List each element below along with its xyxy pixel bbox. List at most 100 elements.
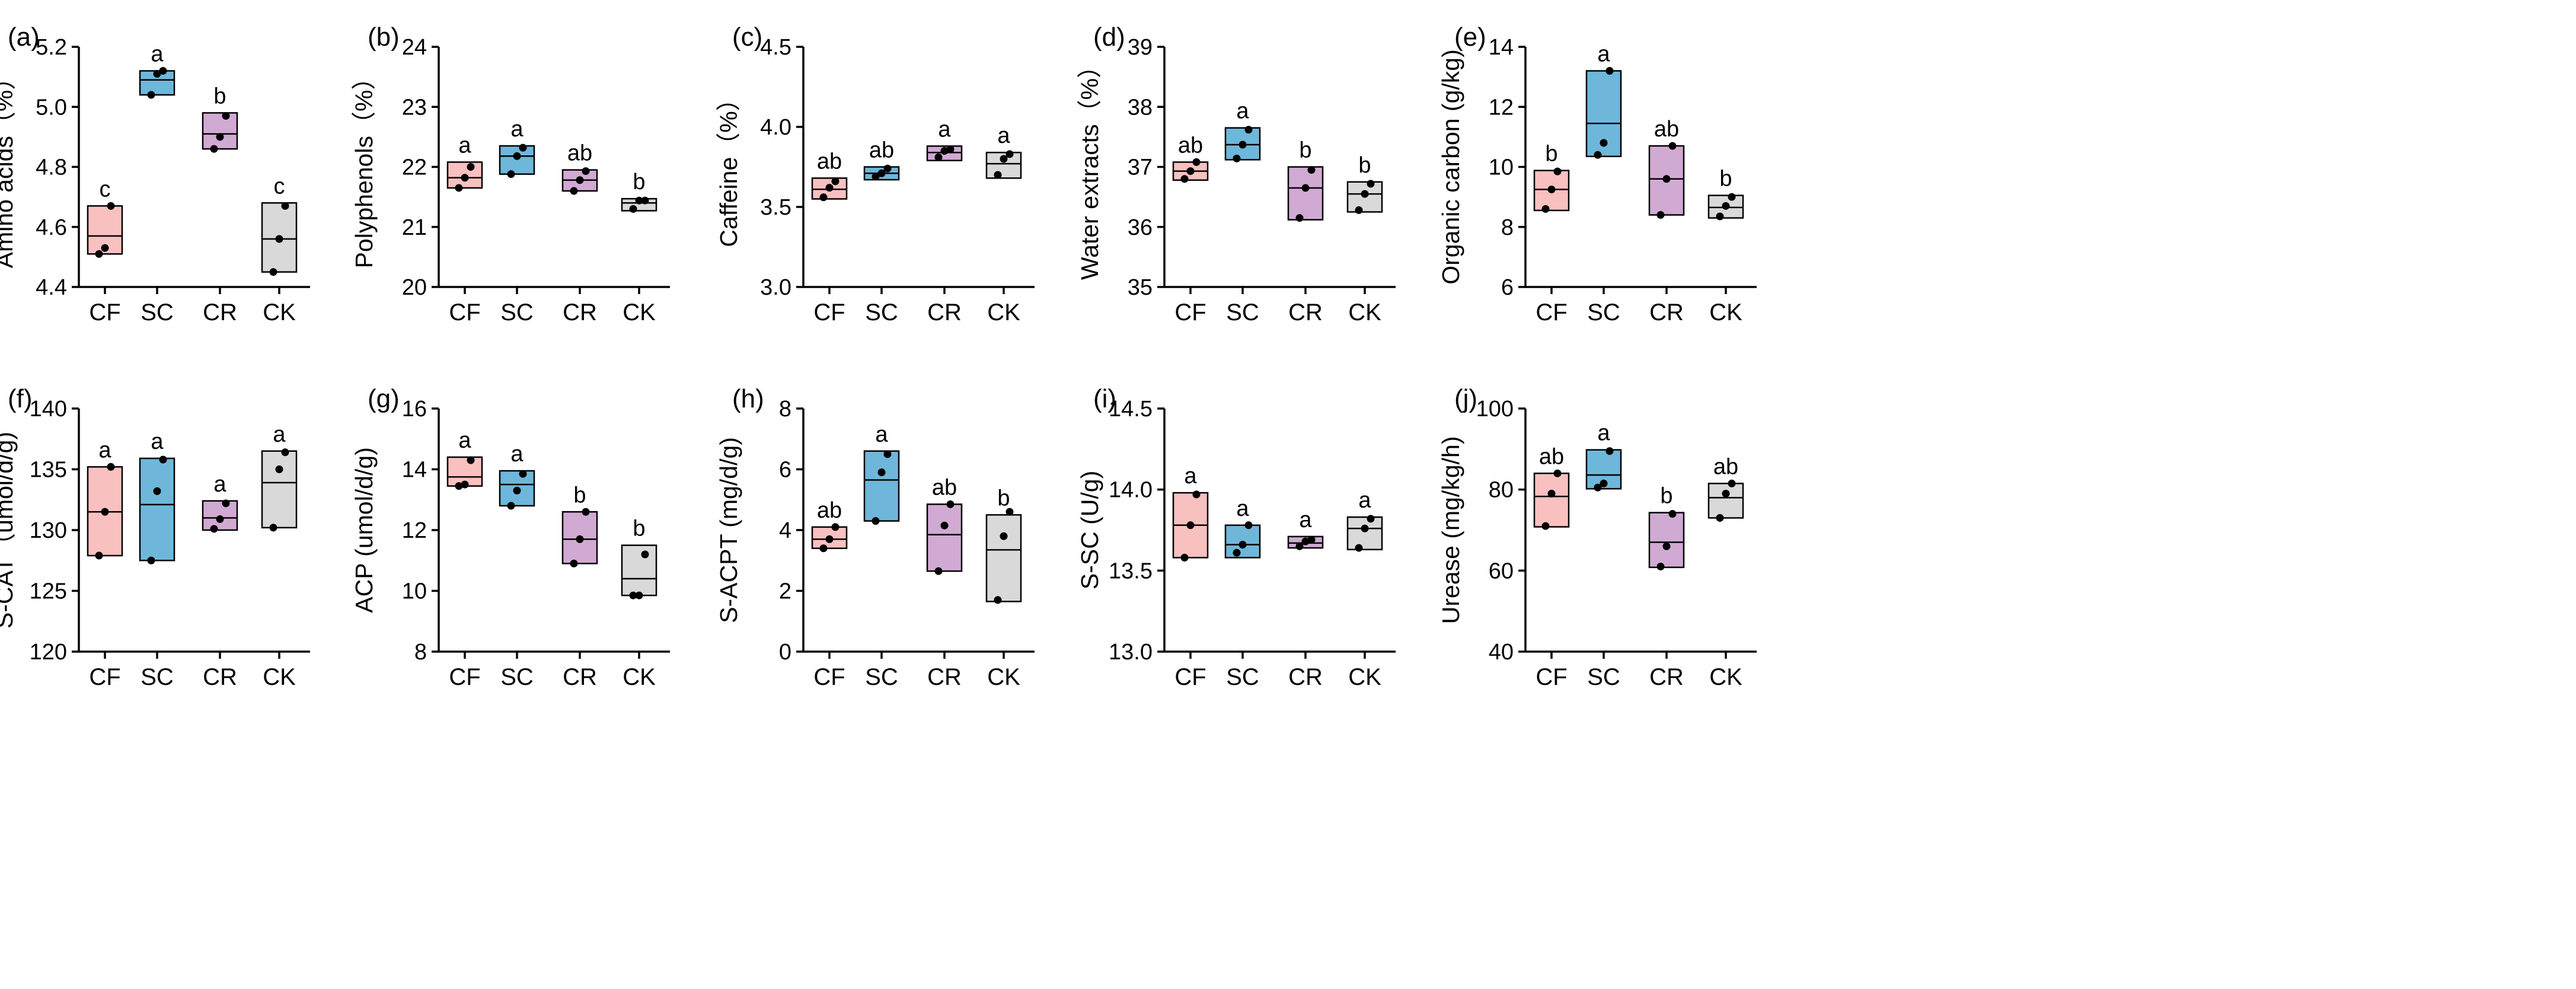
y-tick-label: 4.4 xyxy=(36,275,67,300)
y-tick-label: 4.5 xyxy=(760,35,791,60)
data-point-CK xyxy=(1361,190,1369,198)
y-tick-label: 4.0 xyxy=(760,115,791,140)
data-point-CK xyxy=(1361,524,1369,532)
significance-letter: ab xyxy=(1713,454,1738,479)
data-point-SC xyxy=(883,164,892,173)
significance-letter: ab xyxy=(1539,444,1564,469)
x-tick-label: CK xyxy=(263,299,296,326)
significance-letter: b xyxy=(997,486,1010,511)
significance-letter: a xyxy=(151,429,164,454)
x-tick-label: SC xyxy=(865,664,898,690)
panel-i: (i) S-SC (U/g) 13.0 13.5 14.0 14.5 CF a SC a CR a CK… xyxy=(1076,384,1396,690)
significance-letter: a xyxy=(997,123,1010,148)
data-point-CK xyxy=(629,205,637,213)
box-CK xyxy=(621,544,657,596)
x-tick-label: CR xyxy=(563,299,597,326)
data-point-CK xyxy=(275,465,283,473)
data-point-CF xyxy=(1541,522,1550,530)
data-point-CF xyxy=(1180,175,1189,183)
significance-letter: b xyxy=(633,170,645,194)
significance-letter: a xyxy=(1184,464,1197,489)
x-tick-label: CR xyxy=(563,664,597,690)
box-CF xyxy=(1533,170,1570,212)
y-axis-label: Water extracts（%） xyxy=(1076,54,1103,280)
data-point-SC xyxy=(1244,521,1253,529)
significance-letter: a xyxy=(458,428,471,453)
data-point-SC xyxy=(877,169,886,177)
x-tick-label: CK xyxy=(623,299,656,326)
data-point-SC xyxy=(1594,483,1602,492)
panel-f: (f) S-CAT（umol/d/g) 120 125 130 135 140 CF a SC a C… xyxy=(0,384,310,690)
data-point-SC xyxy=(1605,67,1614,75)
y-tick-label: 140 xyxy=(30,397,67,422)
panel-e: (e)Organic carbon (g/kg) 6 8 10 12 14 CF b SC a CR… xyxy=(1437,23,1757,326)
x-tick-label: CF xyxy=(1174,664,1206,690)
x-tick-label: CR xyxy=(927,299,962,326)
significance-letter: a xyxy=(1236,99,1249,124)
data-point-CK xyxy=(1722,202,1730,210)
data-point-SC xyxy=(147,91,155,99)
significance-letter: a xyxy=(510,117,524,142)
data-point-SC xyxy=(513,486,521,494)
y-tick-label: 80 xyxy=(1489,478,1514,503)
significance-letter: b xyxy=(1545,142,1557,167)
box-SC xyxy=(1224,524,1261,559)
box-CR xyxy=(1648,512,1685,569)
data-point-CK xyxy=(269,268,277,276)
box-CR xyxy=(202,112,238,150)
y-axis-label: Urease (mg/kg/h) xyxy=(1437,436,1464,624)
panel-tag: (h) xyxy=(732,384,764,413)
data-point-SC xyxy=(147,556,155,564)
y-tick-label: 24 xyxy=(402,35,427,60)
y-tick-label: 0 xyxy=(779,640,791,665)
data-point-CF xyxy=(1553,167,1562,176)
panel-j: (j) Urease (mg/kg/h) 40 60 80 100 CF ab SC a CR b CK… xyxy=(1437,384,1757,690)
x-tick-label: CR xyxy=(1288,299,1323,326)
data-point-CF xyxy=(455,482,463,490)
data-point-CF xyxy=(1180,553,1189,562)
data-point-CR xyxy=(216,515,224,524)
significance-letter: b xyxy=(213,84,226,109)
y-tick-label: 100 xyxy=(1476,397,1514,422)
significance-letter: b xyxy=(1358,153,1371,178)
significance-letter: a xyxy=(151,42,164,67)
x-tick-label: CF xyxy=(1536,299,1567,326)
y-tick-label: 5.0 xyxy=(36,95,67,120)
data-point-CF xyxy=(95,250,103,258)
data-point-CK xyxy=(1367,515,1375,523)
box-CK xyxy=(1707,483,1744,519)
data-point-CK xyxy=(281,202,289,210)
box-CF xyxy=(811,526,848,549)
significance-letter: a xyxy=(213,472,226,497)
data-point-SC xyxy=(1594,151,1602,159)
data-point-CR xyxy=(582,167,590,176)
x-tick-label: CR xyxy=(1649,664,1684,690)
significance-letter: c xyxy=(100,177,111,202)
data-point-SC xyxy=(507,502,515,510)
x-tick-label: CK xyxy=(987,664,1020,690)
data-point-CR xyxy=(940,521,949,529)
y-tick-label: 14 xyxy=(402,458,427,483)
y-tick-label: 3.5 xyxy=(760,195,791,220)
data-point-CF xyxy=(467,163,475,171)
x-tick-label: CK xyxy=(1709,664,1742,690)
data-point-CF xyxy=(1186,167,1195,176)
panel-tag: (a) xyxy=(8,23,40,52)
data-point-CK xyxy=(994,596,1002,604)
data-point-CR xyxy=(946,500,955,508)
panel-tag: (j) xyxy=(1454,384,1477,413)
data-point-CK xyxy=(635,591,643,599)
data-point-CK xyxy=(641,196,649,205)
data-point-SC xyxy=(513,152,521,160)
data-point-CF xyxy=(1541,205,1550,213)
y-axis-label: Amino acids（%） xyxy=(0,66,18,269)
data-point-CR xyxy=(934,153,943,161)
significance-letter: a xyxy=(273,422,286,447)
data-point-CR xyxy=(1307,535,1316,544)
data-point-CR xyxy=(1662,542,1671,550)
data-point-CK xyxy=(275,235,283,243)
y-tick-label: 4.6 xyxy=(36,215,67,240)
panel-d: (d)Water extracts（%） 35 36 37 38 39 CF ab SC a CR b… xyxy=(1076,23,1396,326)
data-point-CF xyxy=(825,184,834,192)
y-tick-label: 135 xyxy=(30,458,67,483)
